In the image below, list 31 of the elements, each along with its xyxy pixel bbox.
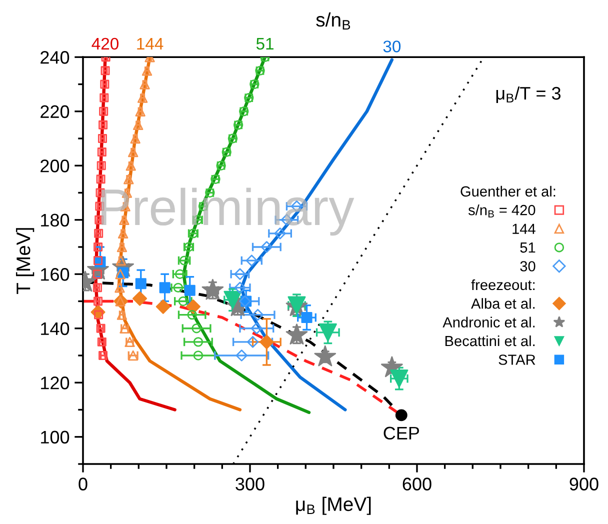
legend-label: Becattini et al.	[445, 335, 535, 346]
legend-label: STAR	[498, 354, 536, 365]
annotation: 30	[383, 40, 401, 52]
y-tick-label: 100	[41, 430, 70, 444]
legend-label: 51	[520, 242, 536, 253]
annotation: 51	[256, 38, 274, 50]
y-tick-label: 200	[40, 160, 70, 172]
x-tick-label: 600	[402, 478, 432, 490]
y-tick-label: 240	[40, 51, 70, 64]
legend-label: Andronic et al.	[442, 316, 535, 328]
x-tick-label: 0	[78, 478, 88, 490]
x-axis-title: μ$_{B}$ [MeV]	[296, 496, 371, 515]
y-tick-label: 220	[40, 105, 70, 118]
y-tick-label: 120	[41, 376, 70, 390]
legend-title: Guenther et al:	[460, 186, 556, 197]
annotation: 144	[137, 38, 164, 50]
legend-label: Alba et al.	[471, 298, 535, 309]
y-tick-label: 180	[41, 214, 70, 227]
annotation: freezeout:	[471, 279, 535, 290]
x-tick-label: 900	[570, 478, 598, 490]
y-tick-label: 160	[41, 268, 70, 281]
y-tick-label: 140	[41, 322, 70, 336]
legend-label: 30	[520, 261, 536, 272]
x-tick-label: 300	[236, 478, 264, 490]
legend-label: s/n$_{B}$ = 420	[468, 204, 536, 218]
annotation: μ$_{B}$/T = 3	[496, 86, 561, 103]
chart-title: s/n$_{B}$	[316, 12, 350, 30]
annotation: CEP	[384, 426, 420, 440]
y-axis-title: T [MeV]	[16, 228, 34, 294]
legend-label: 144	[512, 224, 536, 234]
annotation: 420	[92, 38, 119, 50]
